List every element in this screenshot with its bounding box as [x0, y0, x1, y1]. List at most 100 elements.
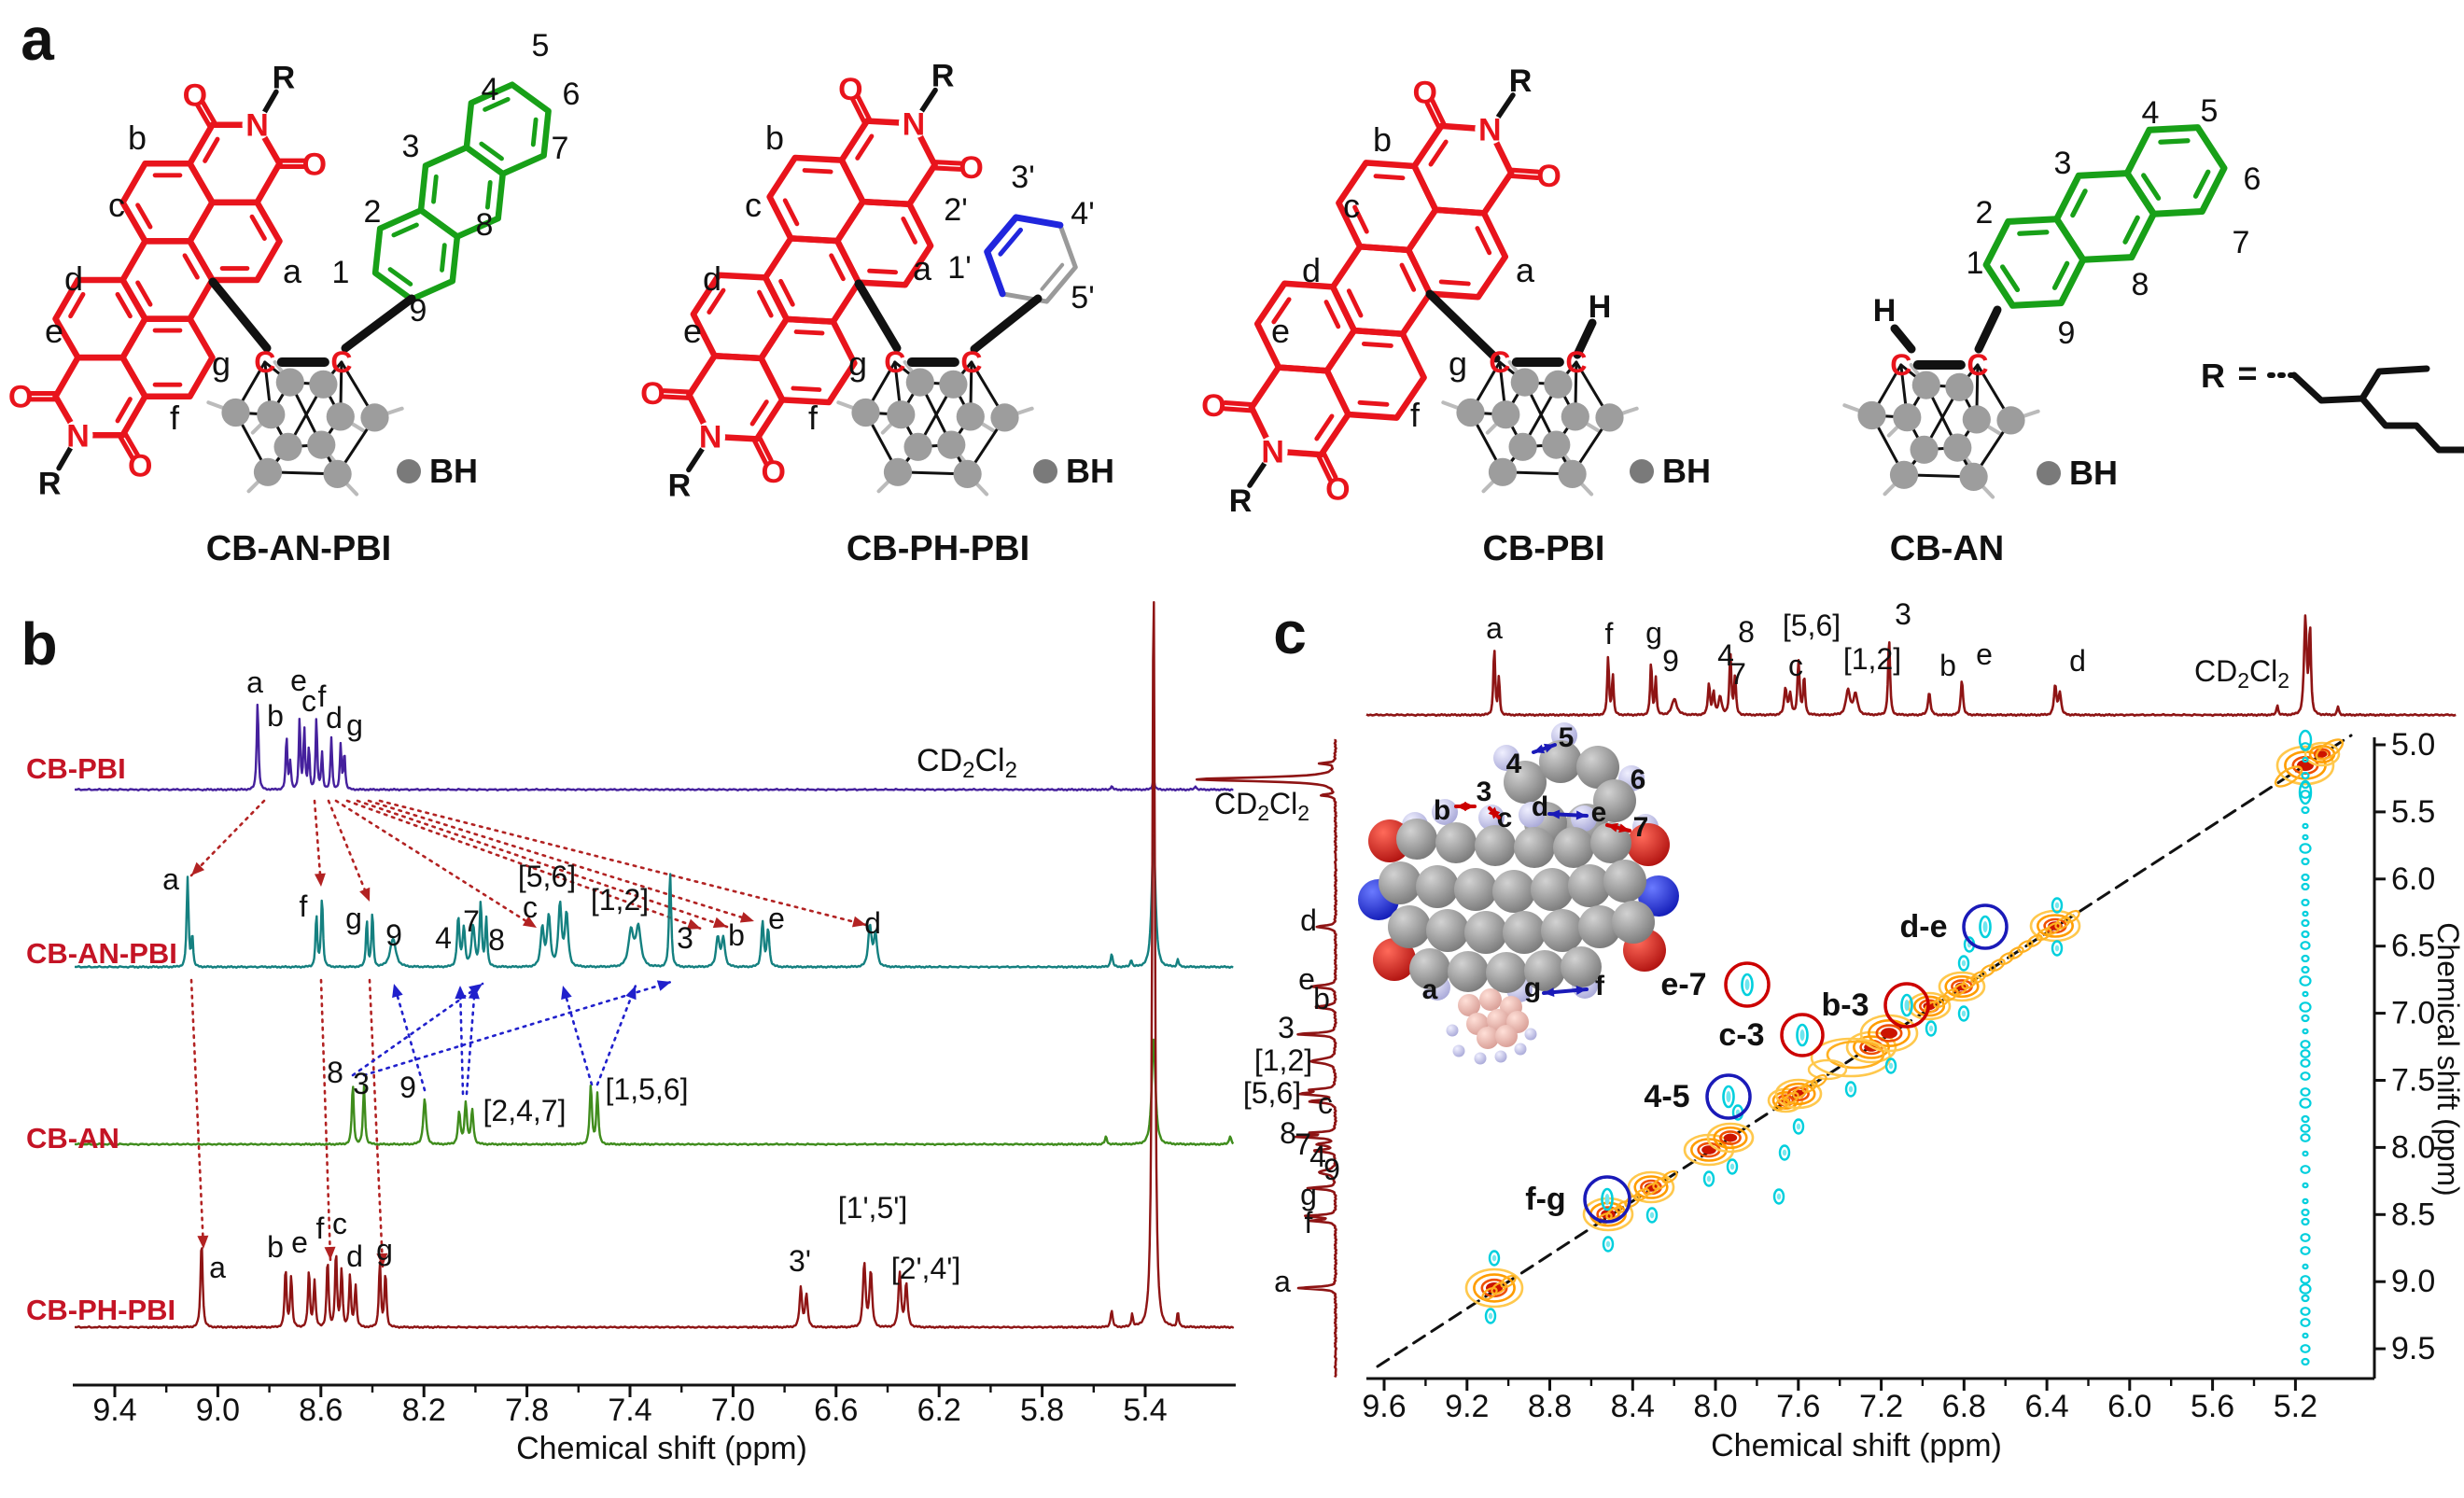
- svg-text:5.4: 5.4: [1123, 1393, 1167, 1428]
- svg-text:4-5: 4-5: [1644, 1079, 1689, 1114]
- svg-text:4: 4: [435, 921, 452, 955]
- svg-text:5': 5': [1071, 280, 1094, 315]
- svg-text:7.0: 7.0: [711, 1393, 755, 1428]
- svg-text:f: f: [1410, 396, 1421, 434]
- svg-text:e: e: [1591, 797, 1607, 828]
- svg-text:N: N: [245, 108, 269, 144]
- svg-text:3: 3: [2054, 146, 2072, 181]
- svg-text:[5,6]: [5,6]: [1243, 1076, 1301, 1110]
- svg-text:N: N: [66, 418, 90, 454]
- svg-text:7.8: 7.8: [505, 1393, 549, 1428]
- svg-text:6.0: 6.0: [2391, 861, 2435, 897]
- svg-text:g: g: [1300, 1178, 1317, 1211]
- svg-text:C: C: [330, 345, 352, 379]
- svg-text:c: c: [1343, 187, 1360, 225]
- svg-text:O: O: [838, 72, 862, 107]
- svg-text:3: 3: [1278, 1011, 1295, 1044]
- svg-text:O: O: [761, 455, 785, 490]
- svg-text:e: e: [291, 1225, 308, 1259]
- svg-text:d: d: [703, 259, 721, 298]
- svg-text:5.2: 5.2: [2274, 1389, 2317, 1424]
- svg-text:8.5: 8.5: [2391, 1197, 2435, 1232]
- svg-text:d: d: [1300, 903, 1317, 937]
- svg-text:f: f: [316, 1211, 325, 1245]
- svg-text:CB-PH-PBI: CB-PH-PBI: [26, 1294, 175, 1326]
- svg-text:C: C: [884, 345, 905, 379]
- svg-text:N: N: [1261, 434, 1284, 469]
- svg-text:8: 8: [327, 1056, 343, 1089]
- svg-text:7.2: 7.2: [1859, 1389, 1903, 1424]
- svg-text:c: c: [332, 1207, 347, 1240]
- svg-text:C: C: [1890, 348, 1911, 382]
- svg-text:e-7: e-7: [1660, 967, 1706, 1002]
- svg-text:d: d: [326, 701, 343, 735]
- svg-text:9.4: 9.4: [92, 1393, 136, 1428]
- svg-text:b: b: [1313, 982, 1330, 1015]
- svg-text:C: C: [254, 345, 275, 379]
- svg-text:e: e: [683, 312, 702, 350]
- svg-text:6.6: 6.6: [814, 1393, 858, 1428]
- svg-text:6.8: 6.8: [1942, 1389, 1986, 1424]
- svg-text:[1,2]: [1,2]: [1843, 642, 1901, 676]
- svg-text:R: R: [1509, 63, 1533, 99]
- svg-text:3': 3': [1011, 160, 1034, 195]
- svg-text:g: g: [376, 1233, 393, 1267]
- svg-text:O: O: [1325, 472, 1350, 508]
- svg-text:8: 8: [488, 923, 505, 957]
- svg-text:a: a: [21, 6, 54, 73]
- svg-text:O: O: [1536, 159, 1561, 194]
- svg-text:CB-AN: CB-AN: [26, 1122, 119, 1155]
- svg-text:R: R: [2201, 357, 2225, 395]
- svg-text:5.8: 5.8: [1020, 1393, 1064, 1428]
- svg-text:8: 8: [476, 207, 494, 243]
- svg-text:1: 1: [332, 255, 350, 290]
- svg-text:e: e: [1271, 312, 1290, 350]
- svg-text:4': 4': [1071, 196, 1094, 231]
- svg-text:CB-AN-PBI: CB-AN-PBI: [26, 937, 177, 970]
- svg-text:H: H: [1589, 289, 1612, 325]
- svg-text:g: g: [1645, 616, 1662, 650]
- svg-text:b: b: [728, 918, 745, 952]
- svg-text:8.8: 8.8: [1528, 1389, 1572, 1424]
- svg-text:3: 3: [677, 921, 693, 955]
- svg-text:9: 9: [385, 918, 402, 952]
- svg-text:O: O: [302, 147, 327, 182]
- svg-text:b: b: [21, 610, 57, 678]
- svg-text:6: 6: [2244, 161, 2261, 197]
- svg-text:4: 4: [482, 72, 499, 107]
- svg-text:7.6: 7.6: [1776, 1389, 1820, 1424]
- svg-text:b-3: b-3: [1822, 987, 1869, 1023]
- svg-text:a: a: [246, 665, 263, 699]
- svg-text:CB-AN: CB-AN: [1890, 529, 2004, 568]
- svg-text:1: 1: [1967, 245, 1984, 281]
- svg-text:7.0: 7.0: [2391, 996, 2435, 1031]
- svg-text:3: 3: [1477, 777, 1492, 807]
- svg-text:b: b: [267, 1230, 284, 1264]
- svg-text:a: a: [283, 252, 302, 290]
- svg-text:d: d: [1532, 791, 1548, 822]
- svg-text:a: a: [209, 1251, 226, 1284]
- svg-text:O: O: [959, 150, 983, 186]
- svg-text:2: 2: [364, 194, 382, 230]
- svg-text:2': 2': [944, 192, 967, 228]
- svg-text:R: R: [931, 59, 955, 94]
- svg-text:O: O: [1412, 76, 1436, 111]
- svg-text:[5,6]: [5,6]: [1783, 609, 1841, 642]
- svg-text:4: 4: [1717, 638, 1734, 672]
- svg-text:R: R: [668, 468, 692, 503]
- svg-text:5.6: 5.6: [2191, 1389, 2234, 1424]
- svg-text:N: N: [1478, 113, 1502, 148]
- svg-text:O: O: [1201, 388, 1225, 424]
- svg-text:8.0: 8.0: [2391, 1129, 2435, 1165]
- svg-text:8: 8: [1738, 615, 1755, 649]
- svg-text:c: c: [1273, 599, 1307, 666]
- svg-text:e: e: [768, 902, 785, 935]
- svg-text:c: c: [1318, 1086, 1333, 1120]
- svg-text:[1,2]: [1,2]: [1254, 1043, 1312, 1077]
- svg-text:9.2: 9.2: [1445, 1389, 1489, 1424]
- svg-text:6.2: 6.2: [917, 1393, 961, 1428]
- svg-text:O: O: [640, 376, 665, 412]
- svg-text:N: N: [699, 420, 722, 455]
- svg-text:c: c: [1788, 649, 1803, 682]
- svg-text:1': 1': [947, 250, 971, 286]
